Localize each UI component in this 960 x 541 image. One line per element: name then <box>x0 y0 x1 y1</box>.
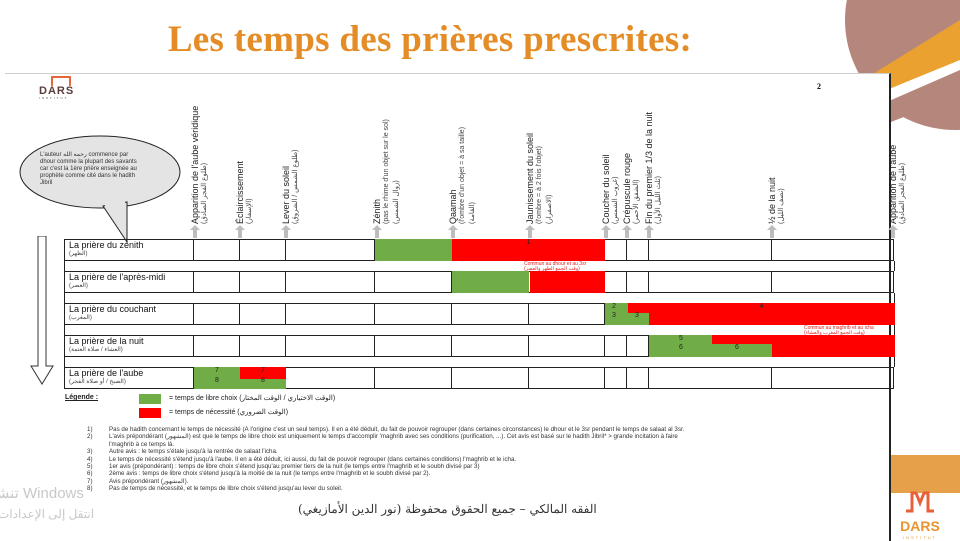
bar-necessite <box>772 344 895 357</box>
row-fajr: La prière de l'aube (الصبح / أو صلاة الفج… <box>64 367 895 389</box>
bar-necessite-avis <box>240 367 286 379</box>
arrow-up-icon <box>448 225 458 238</box>
legend-swatch-green <box>139 394 161 404</box>
arrow-up-icon <box>190 225 200 238</box>
footnote: 6) 2ème avis : temps de libre choix s'éte… <box>87 470 431 478</box>
arrow-up-icon <box>235 225 245 238</box>
row-maghrib: La prière du couchant (المغرب) 4 2 3 3 <box>64 303 895 325</box>
column-header: Zénith (pas le rhime d'un objet sur le so… <box>372 119 400 224</box>
slide-title: Les temps des prières prescrites: <box>167 19 693 60</box>
svg-text:DARS: DARS <box>900 518 940 534</box>
arrow-up-icon <box>601 225 611 238</box>
arrow-up-icon <box>767 225 777 238</box>
footer-copyright: الفقه المالكي – جميع الحقوق محفوظة (نور … <box>298 502 597 516</box>
windows-activation-watermark: تنشيط Windows انتقل إلى الإعدادات <box>0 485 95 521</box>
arrow-up-icon <box>372 225 382 238</box>
footnote: l'maghrib à ce temps là. <box>109 440 175 448</box>
bar-libre-choix <box>375 239 452 261</box>
footnotes: 1) Pas de hadith concernant le temps de n… <box>87 426 847 493</box>
bar-necessite-avis <box>712 335 895 344</box>
bubble-text: L'auteur رحمه الله commence par dhour co… <box>40 152 137 186</box>
arrow-up-icon <box>525 225 535 238</box>
row-label: La prière du couchant (المغرب) <box>64 303 194 325</box>
note-commun-maghrib-isha: Commun au maghrib et au icha (وقت الجمع ا… <box>804 325 874 336</box>
column-header: Jaunissement du soleil (l'ombre = à 2 foi… <box>525 132 553 224</box>
row-isha: La prière de la nuit (العشاء / صلاة العتم… <box>64 335 895 357</box>
column-header: Apparition de l'aube véridique (طلوع الفج… <box>190 105 208 224</box>
dars-logo-top: DARS INSTITUT <box>39 76 79 100</box>
footnote: 2) L'avis prépondérant (المشهور) est que … <box>87 433 678 441</box>
svg-text:INSTITUT: INSTITUT <box>903 535 937 540</box>
column-header: Qaamah (l'ombre d'un objet = à sa taille)… <box>448 126 476 224</box>
row-label: La prière du zénith (الظهر) <box>64 239 194 261</box>
column-header: Fin du premier 1/3 de la nuit (ثلث الليل … <box>644 111 662 224</box>
footnote: 3) Autre avis : le temps s'étale jusqu'à … <box>87 448 278 456</box>
legend-swatch-red <box>139 408 161 418</box>
column-header: Apparition de l'aube (طلوع الفجر الصادق) <box>888 144 906 224</box>
row-asr: La prière de l'après-midi (العصر) <box>64 271 895 293</box>
bar-necessite <box>649 313 895 325</box>
bar-necessite-avis: 4 <box>628 303 895 313</box>
legend-green-text: = temps de libre choix (الوقت الاختياري … <box>169 395 336 402</box>
footnote: 7) Avis prépondérant (المشهور). <box>87 477 189 485</box>
row-label: La prière de la nuit (العشاء / صلاة العتم… <box>64 335 194 357</box>
dars-logo-bottom-icon: DARS INSTITUT <box>900 491 940 540</box>
logo-text: DARS <box>39 85 75 97</box>
footnote: 8) Pas de temps de nécessité, et le temps… <box>87 485 343 493</box>
column-header: Crépuscule rouge (الشفق الأحمر) <box>622 152 640 224</box>
legend-title: Légende : <box>65 394 99 401</box>
logo-mark-icon <box>51 76 71 86</box>
bar-necessite: 1 <box>452 239 605 261</box>
arrow-up-icon <box>888 225 898 238</box>
footnote: 5) 1er avis (prépondérant) : temps de lib… <box>87 463 480 471</box>
document-page: DARS INSTITUT 2 L'auteur رحمه الله comme… <box>5 73 906 541</box>
bar-necessite <box>530 271 605 293</box>
arrow-up-icon <box>622 225 632 238</box>
legend-red-text: = temps de nécessité (الوقت الضروري) <box>169 409 289 416</box>
arrow-up-icon <box>281 225 291 238</box>
note-commun-dhuhr-asr: Commun au dhour et au 3sr (وقت الجمع الظه… <box>524 261 587 272</box>
row-label: La prière de l'aube (الصبح / أو صلاة الفج… <box>64 367 194 389</box>
row-label: La prière de l'après-midi (العصر) <box>64 271 194 293</box>
speech-bubble <box>19 135 181 244</box>
row-zenith: La prière du zénith (الظهر) 1 <box>64 239 895 261</box>
column-header: Lever du soleil (طلوع الشمس / الشروق) <box>281 149 299 224</box>
column-header: Éclaircissement (الإسفار) <box>235 160 253 224</box>
arrow-up-icon <box>644 225 654 238</box>
column-header: ½ de la nuit (نصف الليل) <box>767 177 785 224</box>
footnote: 4) Le temps de nécessité s'étend jusqu'à … <box>87 455 517 463</box>
logo-subtitle: INSTITUT <box>39 96 69 100</box>
footnote: 1) Pas de hadith concernant le temps de n… <box>87 426 685 433</box>
down-arrow-icon <box>30 236 54 385</box>
column-header: Coucher du soleil (غروب الشمس) <box>601 154 619 224</box>
page-number: 2 <box>817 82 821 91</box>
bar-libre-choix <box>452 271 529 293</box>
